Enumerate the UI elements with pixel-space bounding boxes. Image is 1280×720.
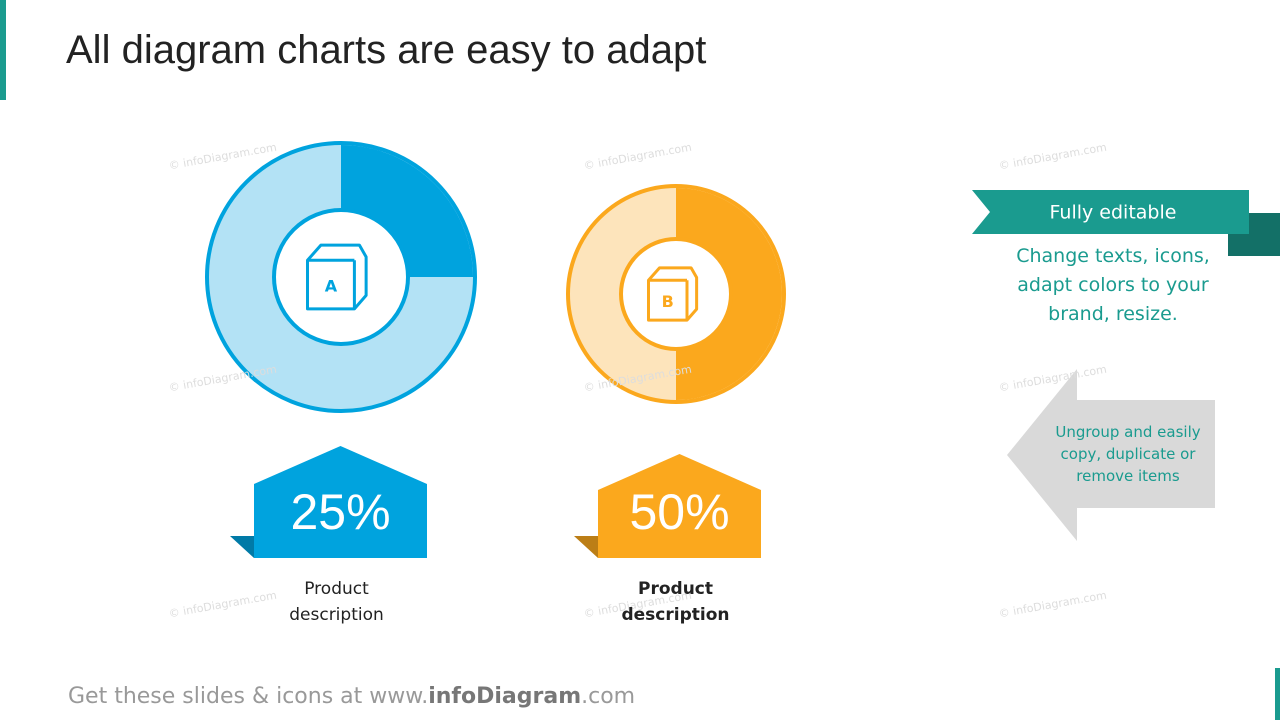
donut-hole — [272, 208, 410, 346]
icon-label: B — [662, 292, 674, 311]
footer-text: .com — [581, 684, 636, 709]
accent-bar — [1275, 668, 1280, 720]
label-fold — [230, 536, 254, 558]
ribbon — [972, 190, 1249, 234]
value-label: 50% — [629, 484, 729, 540]
box-icon — [306, 243, 368, 311]
arrow-text: Ungroup and easily copy, duplicate or re… — [1055, 423, 1201, 485]
footer-brand: infoDiagram — [428, 684, 582, 709]
icon-label: A — [325, 277, 338, 296]
description: Product description — [621, 579, 730, 625]
label-shape — [254, 446, 427, 558]
arrow — [1007, 369, 1215, 541]
box-icon — [647, 266, 699, 322]
description: Product description — [289, 579, 384, 625]
label-fold — [574, 536, 598, 558]
label-shape — [598, 454, 761, 558]
donut-hole — [619, 237, 733, 351]
footer-text: Get these slides & icons at www. — [68, 684, 429, 709]
accent-bar — [0, 0, 6, 100]
footer: Get these slides & icons at www.infoDiag… — [68, 684, 635, 709]
ribbon-label: Fully editable — [1050, 202, 1177, 224]
title: All diagram charts are easy to adapt — [66, 28, 707, 72]
value-label: 25% — [290, 484, 390, 540]
side-text: Change texts, icons, adapt colors to you… — [1016, 245, 1210, 325]
